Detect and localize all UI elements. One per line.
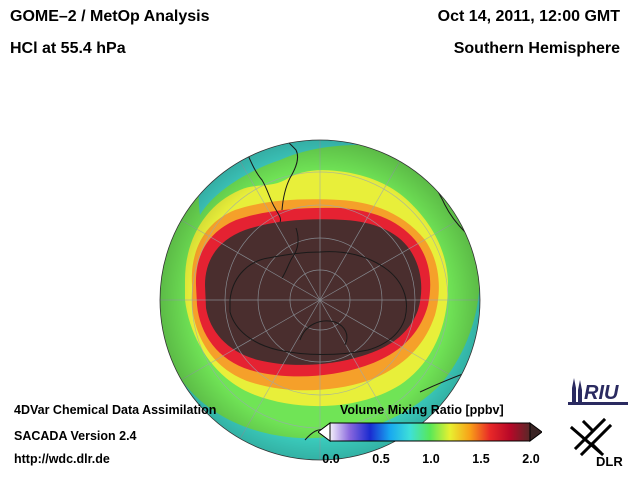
header-title-1: GOME–2 / MetOp Analysis <box>10 8 210 25</box>
colorbar-title: Volume Mixing Ratio [ppbv] <box>340 403 504 417</box>
dlr-emblem-icon <box>569 417 613 457</box>
globe-outline <box>159 139 481 461</box>
header-hemisphere: Southern Hemisphere <box>453 40 620 57</box>
colorbar-min-arrow <box>318 422 331 442</box>
riu-logo: RIU <box>568 378 628 405</box>
globe-shading <box>160 140 480 460</box>
colorbar-tick: 1.0 <box>422 452 440 466</box>
colorbar-tick: 0.0 <box>322 452 340 466</box>
footer-line-1: 4DVar Chemical Data Assimilation <box>14 403 217 417</box>
header-title-2: HCl at 55.4 hPa <box>10 40 126 57</box>
dlr-logo: DLR <box>569 417 623 469</box>
colorbar-tick: 1.5 <box>472 452 490 466</box>
header-date: Oct 14, 2011, 12:00 GMT <box>437 8 620 25</box>
colorbar-max-arrow <box>529 422 542 442</box>
dlr-logo-text: DLR <box>596 454 623 469</box>
colorbar <box>318 422 542 442</box>
riu-logo-text: RIU <box>584 382 619 404</box>
colorbar-tick: 2.0 <box>522 452 540 466</box>
colorbar-gradient <box>329 422 531 442</box>
colorbar-tick: 0.5 <box>372 452 390 466</box>
footer-link[interactable]: http://wdc.dlr.de <box>14 452 110 466</box>
footer-line-2: SACADA Version 2.4 <box>14 429 137 443</box>
cathedral-icon <box>572 378 582 404</box>
